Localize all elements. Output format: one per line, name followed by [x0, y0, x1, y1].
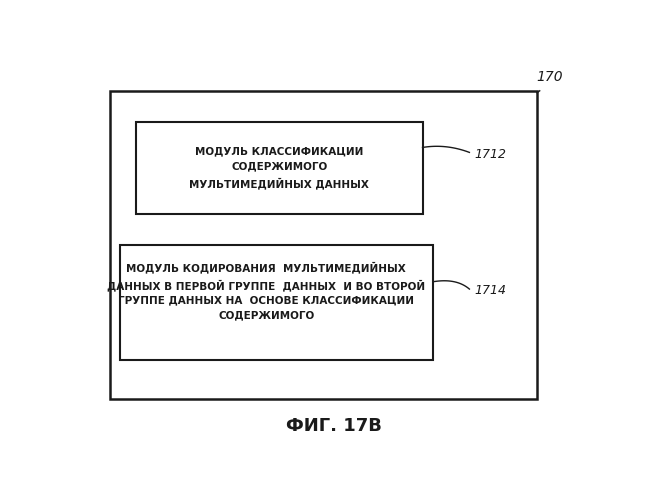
- Text: 170: 170: [537, 70, 563, 85]
- Text: ФИГ. 17В: ФИГ. 17В: [286, 417, 382, 434]
- Text: 1712: 1712: [474, 148, 507, 161]
- Bar: [136, 122, 423, 214]
- Bar: [120, 245, 433, 360]
- Text: МОДУЛЬ КЛАССИФИКАЦИИ
СОДЕРЖИМОГО
МУЛЬТИМЕДИЙНЫХ ДАННЫХ: МОДУЛЬ КЛАССИФИКАЦИИ СОДЕРЖИМОГО МУЛЬТИМ…: [190, 146, 369, 189]
- Bar: [110, 91, 537, 399]
- Text: МОДУЛЬ КОДИРОВАНИЯ  МУЛЬТИМЕДИЙНЫХ
ДАННЫХ В ПЕРВОЙ ГРУППЕ  ДАННЫХ  И ВО ВТОРОЙ
Г: МОДУЛЬ КОДИРОВАНИЯ МУЛЬТИМЕДИЙНЫХ ДАННЫХ…: [108, 262, 425, 320]
- Text: 1714: 1714: [474, 284, 507, 298]
